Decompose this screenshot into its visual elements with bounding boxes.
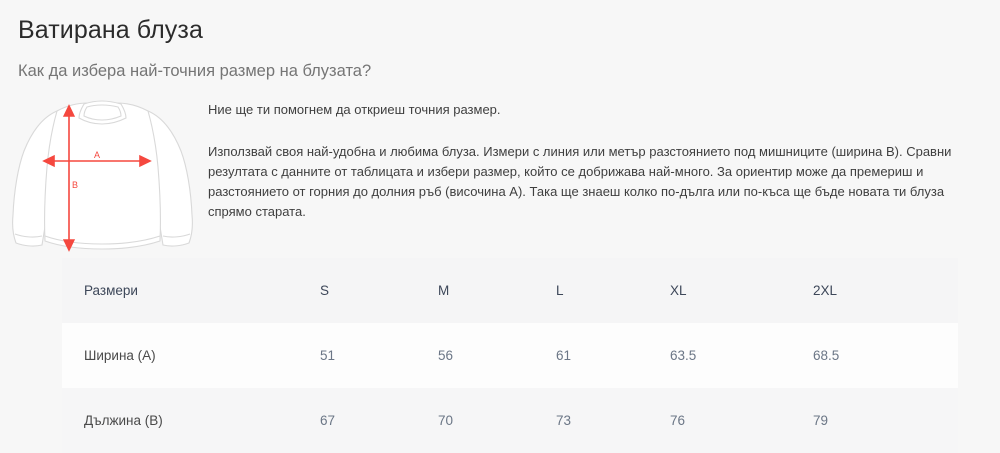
size-guide-content: A B Ние ще ти помогнем да откриеш точния… bbox=[0, 95, 1000, 255]
garment-outline-icon bbox=[12, 100, 193, 250]
instructions-lead: Ние ще ти помогнем да откриеш точния раз… bbox=[208, 102, 501, 117]
column-header-s: S bbox=[320, 283, 330, 298]
size-table-body: Ширина (A) 51 56 61 63.5 68.5 Дължина (B… bbox=[62, 323, 958, 453]
size-table: Размери S M L XL 2XL Ширина (A) 51 56 61… bbox=[62, 258, 958, 453]
page-subtitle: Как да избера най-точния размер на блуза… bbox=[18, 62, 372, 80]
table-row: Дължина (B) 67 70 73 76 79 bbox=[62, 388, 958, 453]
instructions-block: Ние ще ти помогнем да откриеш точния раз… bbox=[208, 100, 968, 222]
measure-arrows-icon bbox=[42, 104, 152, 252]
cell-length-m: 70 bbox=[438, 413, 454, 428]
measure-label-width: A bbox=[94, 150, 100, 160]
cell-width-s: 51 bbox=[320, 348, 336, 363]
column-header-2xl: 2XL bbox=[813, 283, 838, 298]
cell-length-2xl: 79 bbox=[813, 413, 829, 428]
cell-length-xl: 76 bbox=[670, 413, 686, 428]
measure-label-height: B bbox=[72, 180, 78, 190]
table-row: Ширина (A) 51 56 61 63.5 68.5 bbox=[62, 323, 958, 388]
column-header-xl: XL bbox=[670, 283, 687, 298]
column-header-l: L bbox=[556, 283, 564, 298]
sweatshirt-diagram: A B bbox=[10, 95, 195, 255]
cell-width-m: 56 bbox=[438, 348, 454, 363]
table-header-row: Размери S M L XL 2XL bbox=[62, 258, 958, 323]
cell-length-s: 67 bbox=[320, 413, 336, 428]
column-header-m: M bbox=[438, 283, 450, 298]
cell-width-l: 61 bbox=[556, 348, 572, 363]
page-title: Ватирана блуза bbox=[18, 16, 203, 44]
cell-width-xl: 63.5 bbox=[670, 348, 697, 363]
cell-width-2xl: 68.5 bbox=[813, 348, 840, 363]
instructions-body: Използвай своя най-удобна и любима блуза… bbox=[208, 144, 952, 219]
row-label-width: Ширина (A) bbox=[84, 348, 156, 363]
page-header: Ватирана блуза Как да избера най-точния … bbox=[18, 14, 958, 82]
row-label-length: Дължина (B) bbox=[84, 413, 163, 428]
cell-length-l: 73 bbox=[556, 413, 572, 428]
size-table-head: Размери S M L XL 2XL bbox=[62, 258, 958, 323]
size-table-container: Размери S M L XL 2XL Ширина (A) 51 56 61… bbox=[62, 258, 958, 453]
column-header-sizes: Размери bbox=[84, 283, 138, 298]
